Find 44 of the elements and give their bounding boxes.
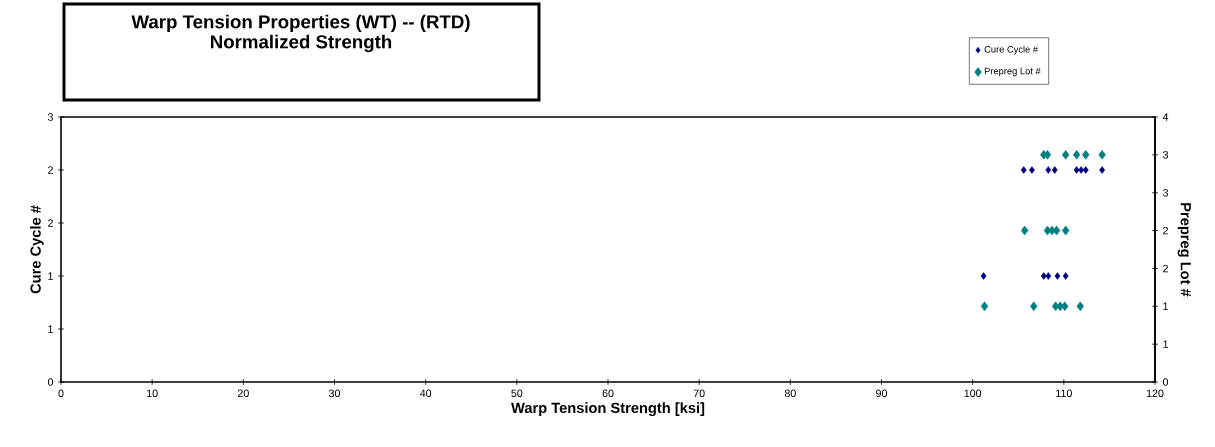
- y-axis-title: Cure Cycle #: [30, 205, 44, 294]
- point: [980, 301, 989, 312]
- y-tick-label: 3: [47, 113, 53, 121]
- point: [1020, 225, 1029, 236]
- x-tick-label: 20: [237, 389, 249, 398]
- y2-tick-label: 2: [1163, 226, 1168, 235]
- point: [1076, 301, 1084, 312]
- y2-tick-label: 0: [1162, 378, 1169, 386]
- y2-tick-label: 3: [1162, 151, 1169, 159]
- y-tick-label: 2: [48, 219, 53, 227]
- y2-axis-title: Prepreg Lot #: [1177, 203, 1191, 297]
- y2-tick-label: 3: [1162, 188, 1169, 197]
- y2-tick-label: 1: [1163, 302, 1168, 310]
- x-tick-label: 60: [602, 389, 614, 398]
- y-tick-label: 0: [47, 378, 54, 386]
- x-tick-label: 110: [1056, 389, 1072, 398]
- legend-label: Prepreg Lot #: [984, 67, 1041, 77]
- point: [1072, 150, 1081, 160]
- y-tick-label: 2: [48, 166, 53, 174]
- x-tick-label: 120: [1146, 389, 1164, 398]
- x-axis-title: Warp Tension Strength [ksi]: [511, 402, 705, 417]
- point: [1061, 301, 1069, 312]
- point: [1082, 150, 1090, 160]
- x-tick-label: 30: [328, 389, 341, 398]
- chart-subtitle: Normalized Strength: [210, 34, 392, 53]
- point: [1098, 150, 1106, 160]
- x-tick-label: 10: [147, 389, 158, 398]
- y2-tick-label: 1: [1163, 340, 1168, 348]
- point: [1062, 225, 1070, 236]
- y2-tick-label: 4: [1162, 113, 1169, 121]
- x-tick-label: 50: [511, 389, 523, 398]
- x-tick-label: 80: [784, 389, 796, 398]
- x-tick-label: 70: [693, 389, 705, 398]
- point: [1062, 150, 1070, 160]
- x-tick-label: 100: [964, 389, 982, 398]
- legend-label: Cure Cycle #: [984, 45, 1038, 55]
- y-tick-label: 1: [48, 272, 53, 280]
- x-tick-label: 0: [58, 389, 64, 398]
- y2-tick-label: 2: [1163, 264, 1168, 273]
- point: [1030, 301, 1038, 312]
- x-tick-label: 40: [419, 389, 432, 398]
- x-tick-label: 90: [876, 389, 888, 398]
- y-tick-label: 1: [48, 325, 53, 333]
- chart-title: Warp Tension Properties (WT) -- (RTD): [131, 14, 470, 33]
